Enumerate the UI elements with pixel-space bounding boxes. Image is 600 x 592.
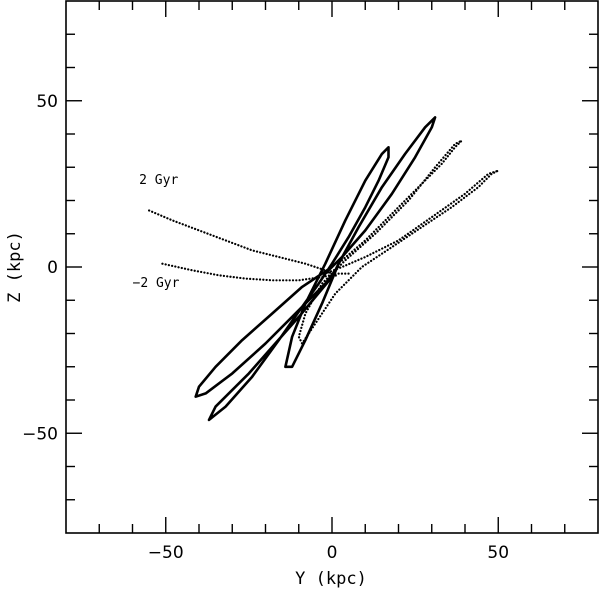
y-axis-label: Z (kpc): [5, 231, 25, 303]
orbit-series-1: [194, 116, 437, 422]
y-tick-label: 0: [47, 258, 58, 278]
ticks-layer: [66, 1, 598, 533]
x-tick-label: 0: [327, 543, 338, 563]
orbit-series-2: [297, 139, 500, 345]
series-layer: [148, 116, 500, 422]
plot-frame: [65, 0, 599, 534]
labels-layer: −50 0 50 −50 0 50: [22, 92, 509, 563]
annotation-label: −2 Gyr: [133, 276, 180, 291]
y-tick-label: 50: [36, 92, 58, 112]
x-axis-label: Y (kpc): [295, 569, 367, 589]
orbit-series-4: [161, 262, 350, 282]
y-tick-label: −50: [22, 424, 58, 444]
orbit-series-3: [148, 209, 340, 279]
x-tick-label: 50: [487, 543, 509, 563]
x-tick-label: −50: [148, 543, 184, 563]
annotation-layer: 2 Gyr −2 Gyr: [133, 173, 180, 291]
annotation-label: 2 Gyr: [139, 173, 178, 188]
